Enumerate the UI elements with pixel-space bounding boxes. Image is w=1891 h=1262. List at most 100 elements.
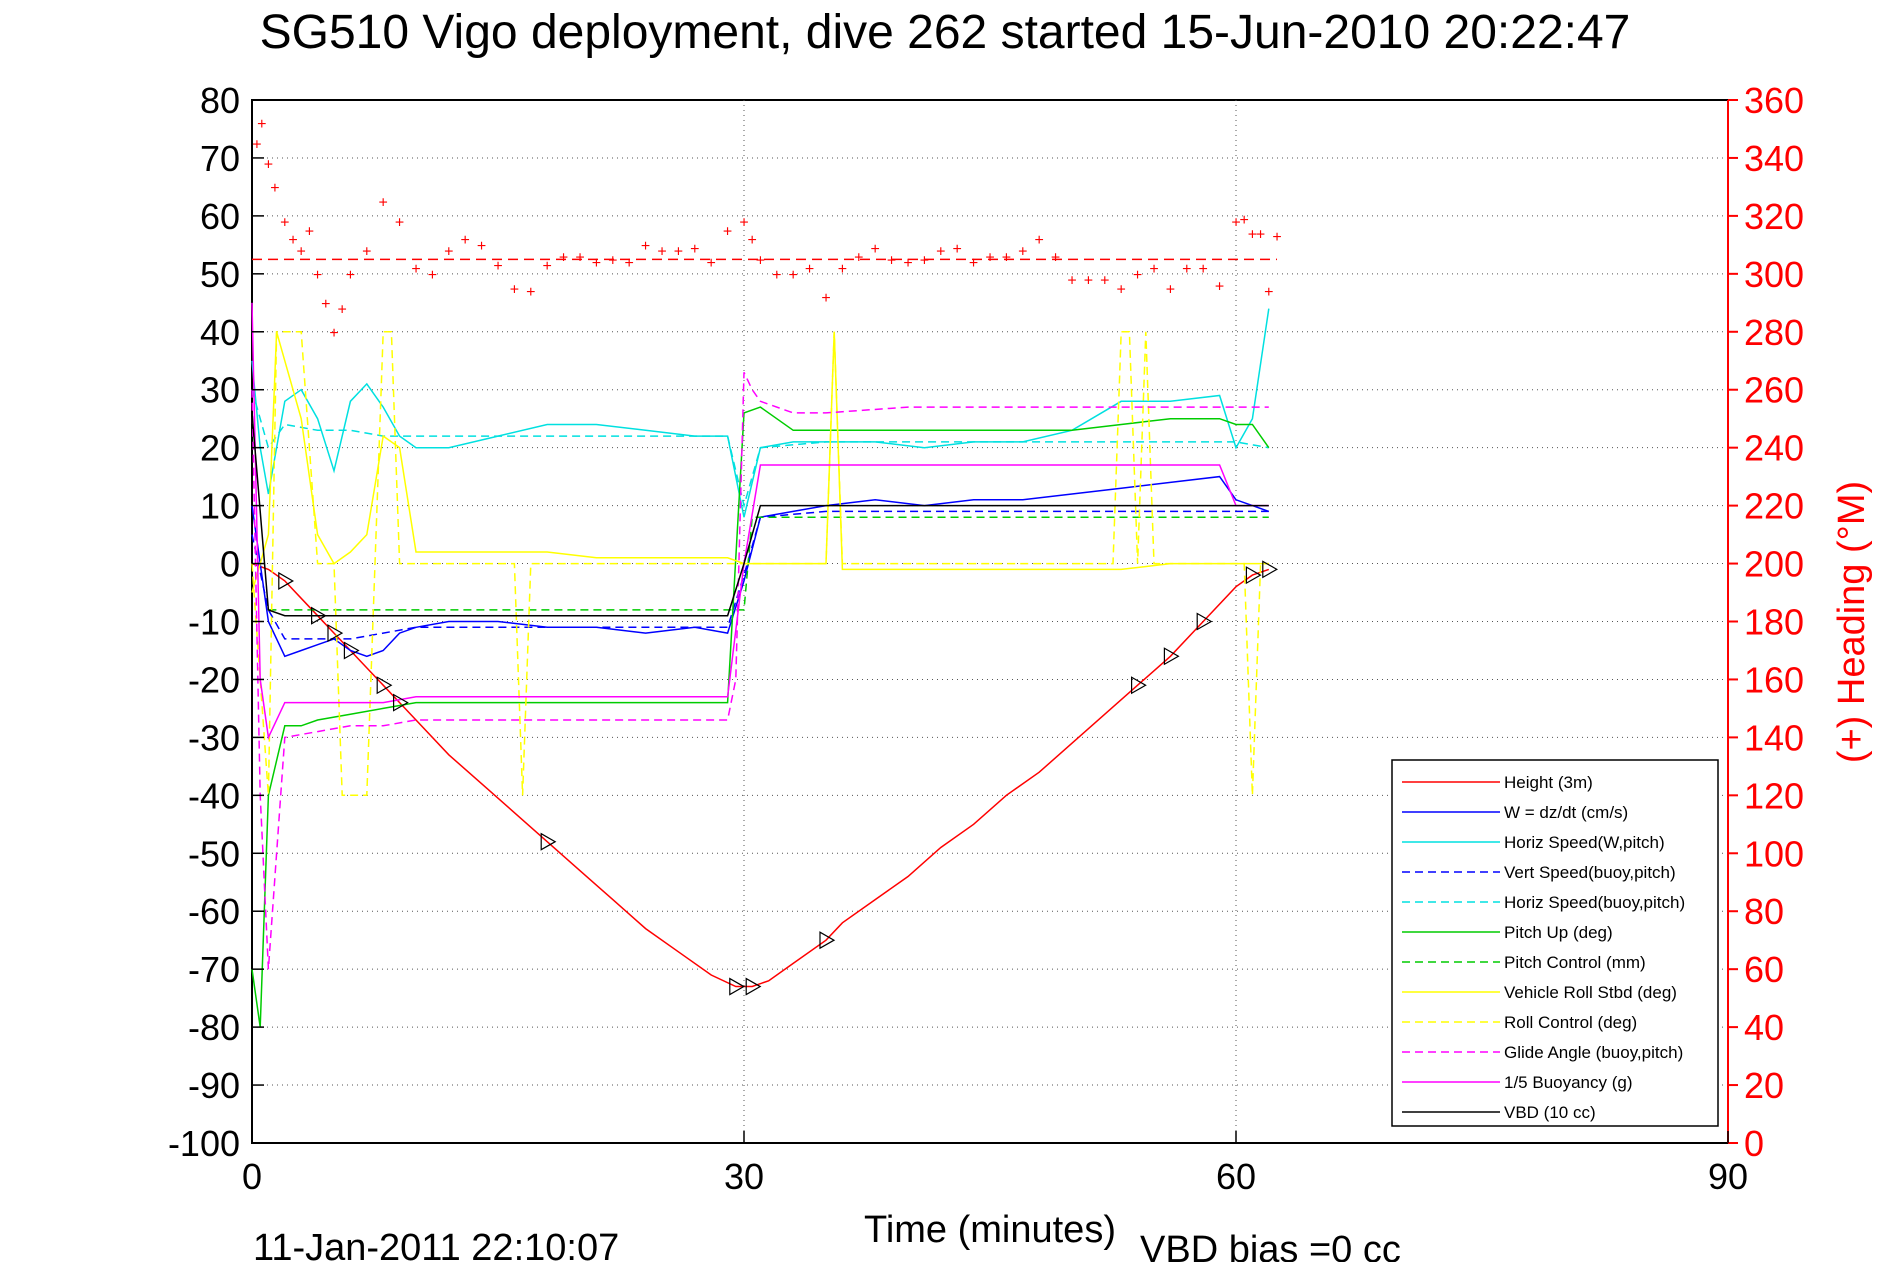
depth-marker [745,977,762,996]
legend-box [1391,759,1719,1127]
y-tick-label: -40 [188,775,240,816]
y-tick-label: -50 [188,833,240,874]
heading-point: + [821,290,830,307]
legend-label-3: Vert Speed(buoy,pitch) [1504,863,1676,882]
depth-marker [819,931,836,950]
y-tick-label: 40 [200,312,240,353]
y-right-tick-label: 220 [1744,486,1804,527]
legend-label-0: Height (3m) [1504,773,1593,792]
series-line-7 [251,331,1269,593]
y-tick-label: 60 [200,196,240,237]
heading-point: + [887,252,896,269]
heading-point: + [379,194,388,211]
heading-point: + [1248,226,1257,243]
heading-point: + [756,252,765,269]
y-tick-label: 80 [200,80,240,121]
legend-label-6: Pitch Control (mm) [1504,953,1646,972]
series-line-2 [251,308,1270,518]
heading-point: + [559,249,568,266]
y-tick-label: 20 [200,428,240,469]
y-right-tick-label: 20 [1744,1065,1784,1106]
depth-marker [327,624,344,643]
heading-point: + [641,238,650,255]
y-tick-label: 10 [200,486,240,527]
plot-area: +++++++++++++++++ +++ +++ +++ + + + ++ + + +++++++… [251,99,1729,1144]
heading-point: + [362,244,371,261]
y-right-tick-label: 200 [1744,544,1804,585]
heading-point: + [592,255,601,272]
legend-label-5: Pitch Up (deg) [1504,923,1613,942]
y-tick-label: -60 [188,891,240,932]
y-right-tick-label: 320 [1744,196,1804,237]
x-tick-label: 0 [242,1156,262,1197]
heading-point: + [772,267,781,284]
y-right-tick-label: 300 [1744,254,1804,295]
heading-point: + [871,241,880,258]
heading-point: + [526,284,535,301]
heading-point: + [1149,261,1158,278]
series-line-9 [251,371,1269,970]
heading-point: + [953,241,962,258]
heading-layer: +++++++++++++++++ +++ +++ +++ + + + ++ + + +++++++… [252,116,1282,342]
heading-point: + [264,157,273,174]
heading-point: + [739,215,748,232]
heading-point: + [288,232,297,249]
right-axis-label: (+) Heading (°M) [1831,481,1873,763]
footer-vbd-bias: VBD bias =0 cc [1140,1229,1401,1262]
depth-marker [1196,612,1213,631]
series-line-5 [251,406,1270,1028]
depth-marker [278,571,295,590]
heading-point: + [444,244,453,261]
series-line-0 [251,562,1270,988]
footer-date: 11-Jan-2011 22:10:07 [253,1227,619,1262]
heading-point: + [838,261,847,278]
heading-point: + [575,249,584,266]
heading-point: + [477,238,486,255]
x-axis: 0 30 60 90 [242,1131,1748,1197]
heading-point: + [1117,281,1126,298]
y-right-tick-label: 0 [1744,1123,1764,1164]
heading-point: + [257,116,266,133]
y-right-tick-label: 140 [1744,717,1804,758]
y-tick-label: 30 [200,370,240,411]
series-line-6 [268,516,1269,611]
series-layer [251,302,1279,1028]
heading-point: + [395,215,404,232]
depth-marker [376,676,393,695]
heading-point: + [321,296,330,313]
y-right-tick-label: 180 [1744,602,1804,643]
depth-marker [540,832,557,851]
legend-label-4: Horiz Speed(buoy,pitch) [1504,893,1685,912]
heading-point: + [338,302,347,319]
heading-point: + [1264,284,1273,301]
heading-point: + [329,325,338,342]
series-line-10 [251,302,1269,740]
x-tick-label: 60 [1216,1156,1256,1197]
series-line-4 [251,389,1269,509]
y-right-tick-label: 40 [1744,1007,1784,1048]
heading-point: + [1035,232,1044,249]
heading-point: + [1231,215,1240,232]
series-line-8 [251,331,1269,797]
legend: Height (3m) W = dz/dt (cm/s) Horiz Speed(W… [1391,759,1719,1127]
y-tick-label: 0 [220,544,240,585]
heading-point: + [305,223,314,240]
heading-point: + [707,255,716,272]
depth-marker [729,977,746,996]
depth-marker [1163,647,1180,666]
heading-point: + [252,136,261,153]
y-right-tick-label: 360 [1744,80,1804,121]
heading-point: + [1018,244,1027,261]
depth-marker [311,606,327,625]
y-tick-label: -70 [188,949,240,990]
y-tick-label: 70 [200,138,240,179]
series-line-11 [251,412,1269,617]
legend-label-1: W = dz/dt (cm/s) [1504,803,1628,822]
depth-marker [343,641,360,660]
series-line-3 [251,510,1269,640]
heading-point: + [854,249,863,266]
y-tick-label: 50 [200,254,240,295]
heading-point: + [428,267,437,284]
x-axis-label: Time (minutes) [864,1209,1116,1251]
legend-label-8: Roll Control (deg) [1504,1013,1637,1032]
